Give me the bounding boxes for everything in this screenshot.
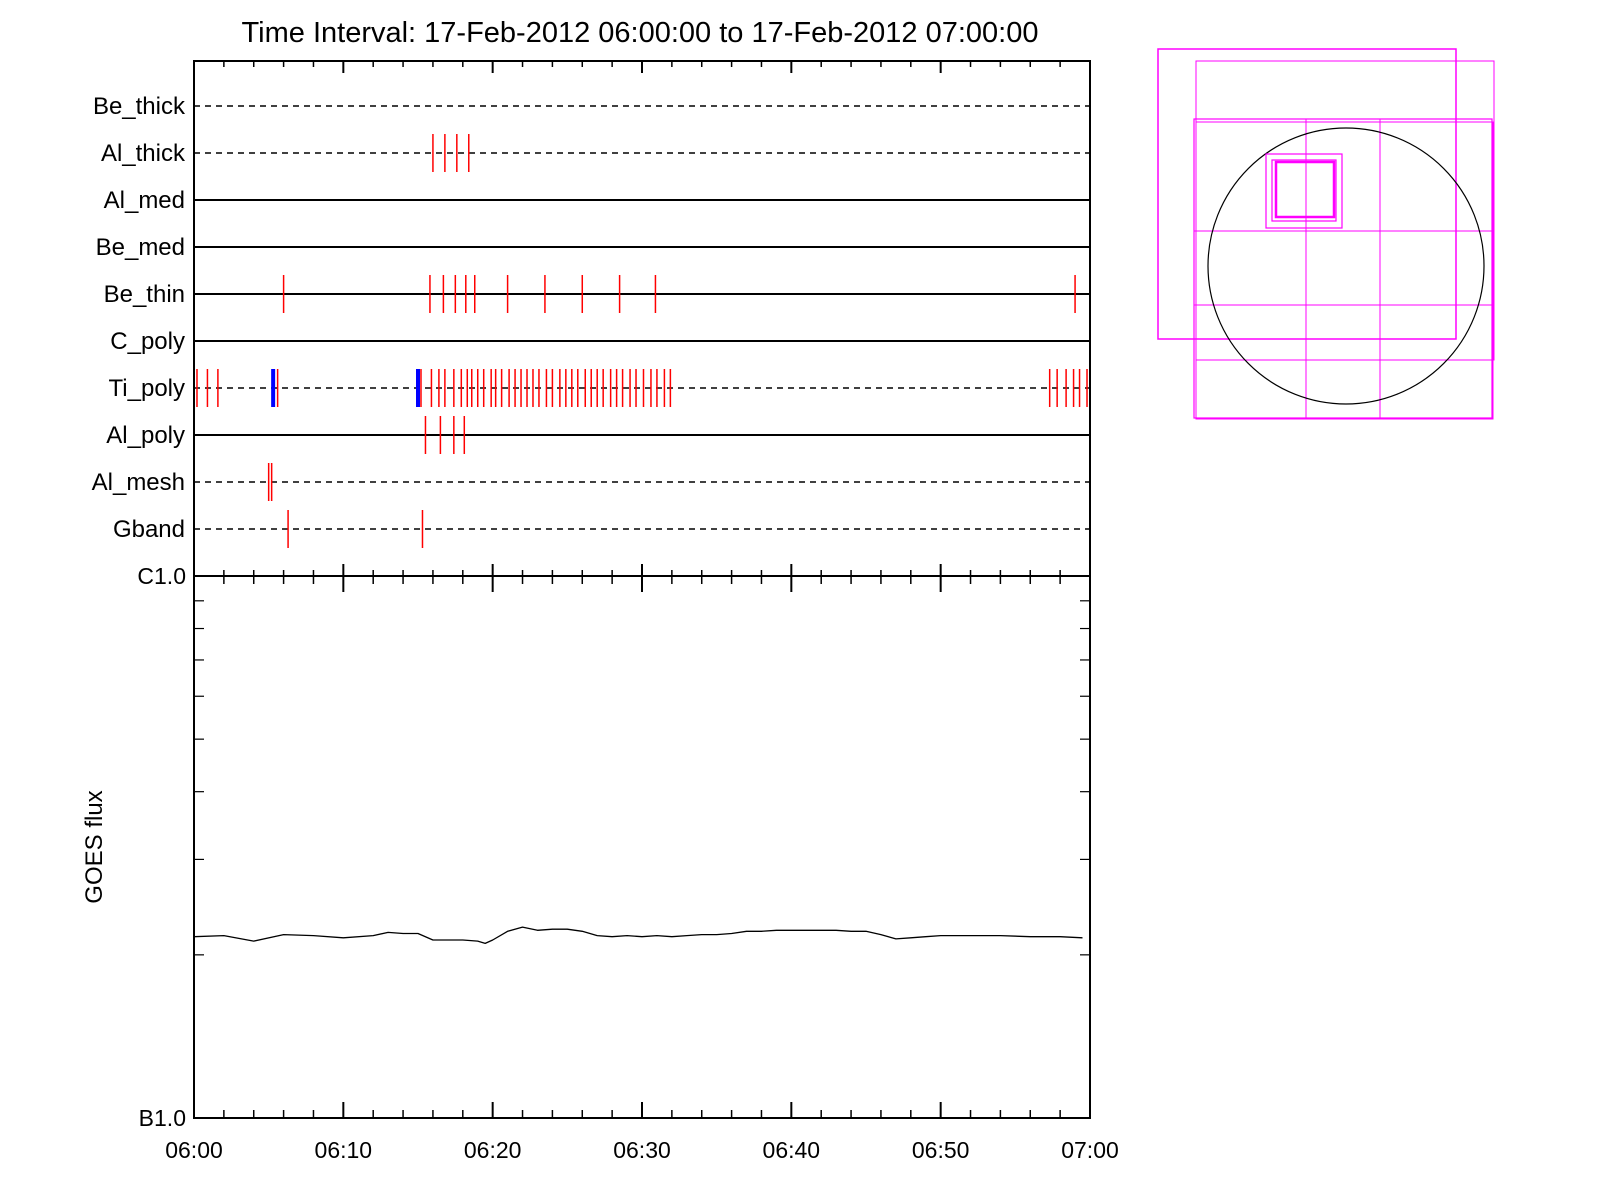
x-tick-label: 06:20 xyxy=(464,1137,522,1163)
x-tick-label: 06:00 xyxy=(165,1137,223,1163)
row-label: Al_thick xyxy=(101,140,186,167)
goes-flux-line xyxy=(193,926,1083,945)
fov-small-box-outer xyxy=(1265,153,1343,229)
x-tick-label: 06:40 xyxy=(763,1137,821,1163)
row-label: Al_poly xyxy=(106,422,185,449)
chart-title: Time Interval: 17-Feb-2012 06:00:00 to 1… xyxy=(242,17,1039,49)
fov-panel xyxy=(1157,48,1495,420)
fov-box-b xyxy=(1195,121,1494,420)
x-tick-label: 07:00 xyxy=(1061,1137,1119,1163)
goes-panel: GOES flux 06:00 06:10 06:20 06:30 06:40 06:50… xyxy=(81,563,1119,1163)
y-tick-label: C1.0 xyxy=(137,563,186,589)
fov-small-box-mid xyxy=(1271,159,1337,222)
solar-disk xyxy=(1207,127,1485,405)
fov-large-box xyxy=(1195,60,1495,361)
row-label: Be_med xyxy=(96,234,185,261)
fov-box-a xyxy=(1193,118,1493,419)
row-label: Be_thin xyxy=(104,281,185,308)
row-label: C_poly xyxy=(110,328,185,355)
timeline-frame xyxy=(193,60,1091,577)
y-tick-label: B1.0 xyxy=(139,1105,186,1131)
goes-frame xyxy=(193,575,1091,1119)
x-tick-label: 06:50 xyxy=(912,1137,970,1163)
row-label: Gband xyxy=(113,516,185,543)
row-label: Ti_poly xyxy=(109,375,185,402)
timeline-panel: Be_thick Al_thick Al_med Be_med Be_thin C_pol… xyxy=(92,60,1091,577)
row-label: Be_thick xyxy=(93,93,186,120)
row-label: Al_med xyxy=(104,187,185,214)
fov-outer-box xyxy=(1157,48,1457,340)
x-tick-label: 06:10 xyxy=(315,1137,373,1163)
fov-small-box-inner xyxy=(1274,160,1336,219)
y-axis-label: GOES flux xyxy=(81,790,108,903)
row-label: Al_mesh xyxy=(92,469,185,496)
x-tick-label: 06:30 xyxy=(613,1137,671,1163)
